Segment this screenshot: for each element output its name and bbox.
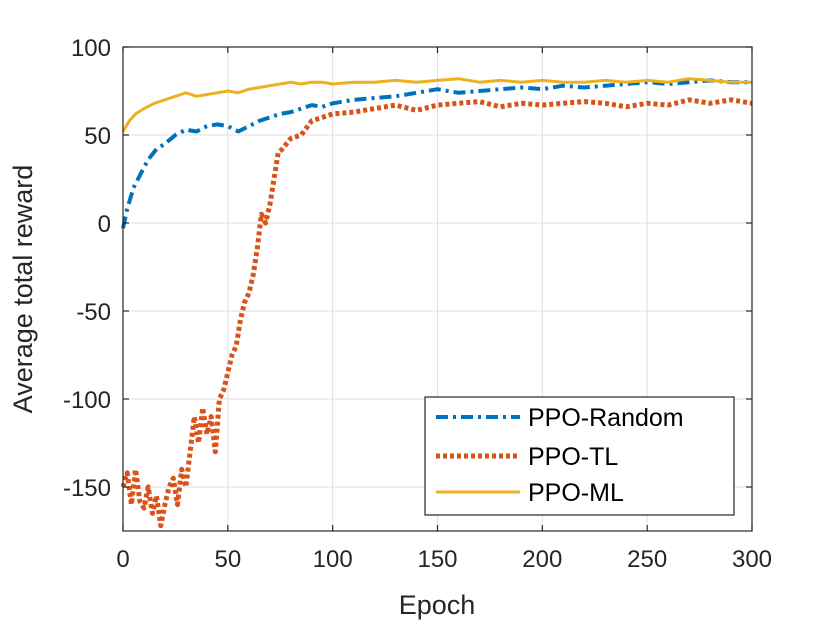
y-tick-label: 100: [71, 35, 111, 62]
y-axis-title: Average total reward: [8, 165, 38, 414]
series-line-ppo-random: [121, 78, 752, 229]
x-tick-label: 100: [313, 546, 353, 573]
y-tick-label: -150: [63, 475, 111, 502]
axis-ticks: 0 50 100 150 200 250 300 100 50 0 -50 -100 -150: [63, 35, 772, 573]
legend-label-ppo-random: PPO-Random: [528, 404, 684, 432]
data-series: [120, 77, 753, 529]
legend-box: [424, 396, 735, 516]
series-line-ppo-ml: [121, 77, 752, 133]
x-tick-label: 50: [214, 546, 241, 573]
series-line-ppo-tl: [120, 97, 753, 529]
y-tick-label: -100: [63, 387, 111, 414]
x-tick-label: 0: [116, 546, 129, 573]
legend-label-ppo-tl: PPO-TL: [528, 443, 618, 471]
x-tick-label: 150: [417, 546, 457, 573]
y-tick-label: 0: [98, 211, 111, 238]
y-tick-label: 50: [84, 123, 111, 150]
y-tick-label: -50: [76, 299, 111, 326]
x-tick-label: 300: [732, 546, 772, 573]
legend: PPO-Random PPO-TL PPO-ML: [424, 396, 735, 516]
x-axis-title: Epoch: [399, 590, 476, 620]
x-tick-label: 250: [627, 546, 667, 573]
legend-label-ppo-ml: PPO-ML: [528, 479, 624, 507]
x-tick-label: 200: [522, 546, 562, 573]
